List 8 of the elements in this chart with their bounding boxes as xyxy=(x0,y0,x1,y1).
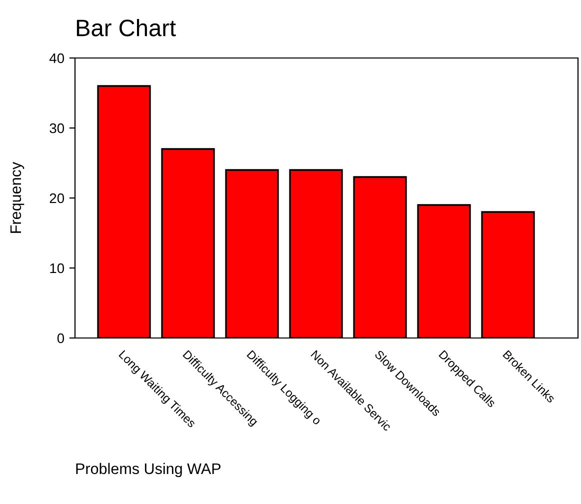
y-tick-label: 30 xyxy=(50,123,64,134)
chart-title: Bar Chart xyxy=(76,18,176,36)
y-tick-label: 20 xyxy=(50,193,64,204)
y-tick-label: 10 xyxy=(50,263,64,274)
y-tick-label: 40 xyxy=(49,53,64,64)
y-tick-label: 0 xyxy=(57,333,64,344)
x-axis-title: Problems Using WAP xyxy=(76,462,220,478)
y-axis-title: Frequency xyxy=(10,162,24,233)
